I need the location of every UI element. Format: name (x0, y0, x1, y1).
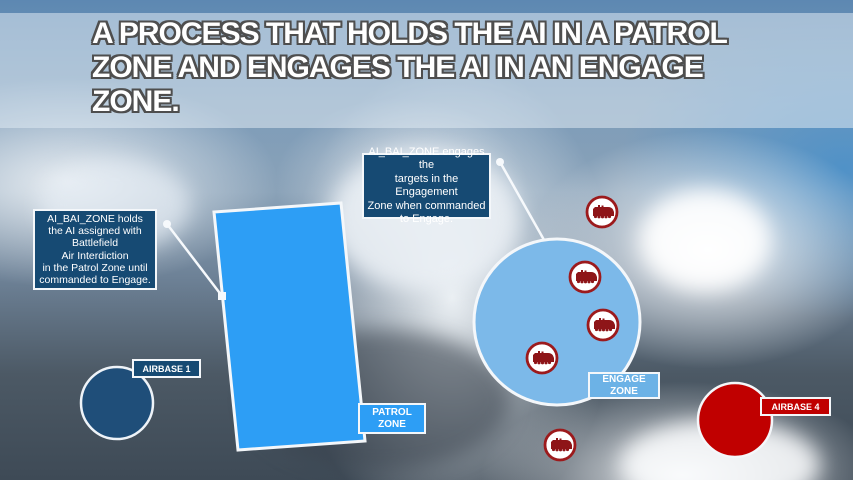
patrol-note-callout: AI_BAI_ZONE holds the AI assigned with B… (33, 209, 157, 290)
note-line: targets in the Engagement (394, 172, 459, 199)
target-vehicle-icon (585, 195, 619, 229)
airbase4-shape (696, 381, 774, 459)
connector-engage-note (496, 158, 550, 248)
airbase1-shape (79, 365, 155, 441)
label-text: AIRBASE 4 (771, 401, 820, 412)
connector-patrol-note (163, 220, 226, 300)
note-line: to Engage. (399, 213, 454, 225)
title-banner (0, 13, 853, 128)
patrol-zone-label: PATROL ZONE (358, 403, 426, 434)
note-line: AI_BAI_ZONE engages the (368, 145, 485, 172)
engage-note-callout: AI_BAI_ZONE engages the targets in the E… (362, 146, 491, 225)
slide-title: A PROCESS THAT HOLDS THE AI IN A PATROL … (92, 17, 752, 119)
label-text: PATROL ZONE (372, 406, 412, 430)
note-line: Air Interdiction (61, 249, 129, 262)
target-vehicle-icon (525, 341, 559, 375)
note-line: AI_BAI_ZONE holds (47, 212, 143, 225)
patrol-zone-shape (212, 201, 367, 452)
label-text: AIRBASE 1 (142, 363, 191, 374)
slide-title-line: ZONE. (92, 85, 180, 118)
engage-zone-label: ENGAGE ZONE (588, 372, 660, 399)
target-vehicle-icon (568, 260, 602, 294)
note-line: Battlefield (71, 237, 119, 250)
note-line: in the Patrol Zone until (42, 261, 148, 274)
airbase4-label: AIRBASE 4 (760, 397, 831, 416)
slide-title-line: A PROCESS THAT HOLDS THE AI IN A PATROL (92, 17, 728, 50)
target-vehicle-icon (543, 428, 577, 462)
target-vehicle-icon (586, 308, 620, 342)
note-line: the AI assigned with (48, 224, 142, 237)
note-line: Zone when commanded (367, 199, 486, 212)
label-text: ENGAGE ZONE (602, 373, 646, 397)
note-line: commanded to Engage. (39, 274, 151, 287)
airbase1-label: AIRBASE 1 (132, 359, 201, 378)
slide-title-line: ZONE AND ENGAGES THE AI IN AN ENGAGE (92, 51, 704, 84)
